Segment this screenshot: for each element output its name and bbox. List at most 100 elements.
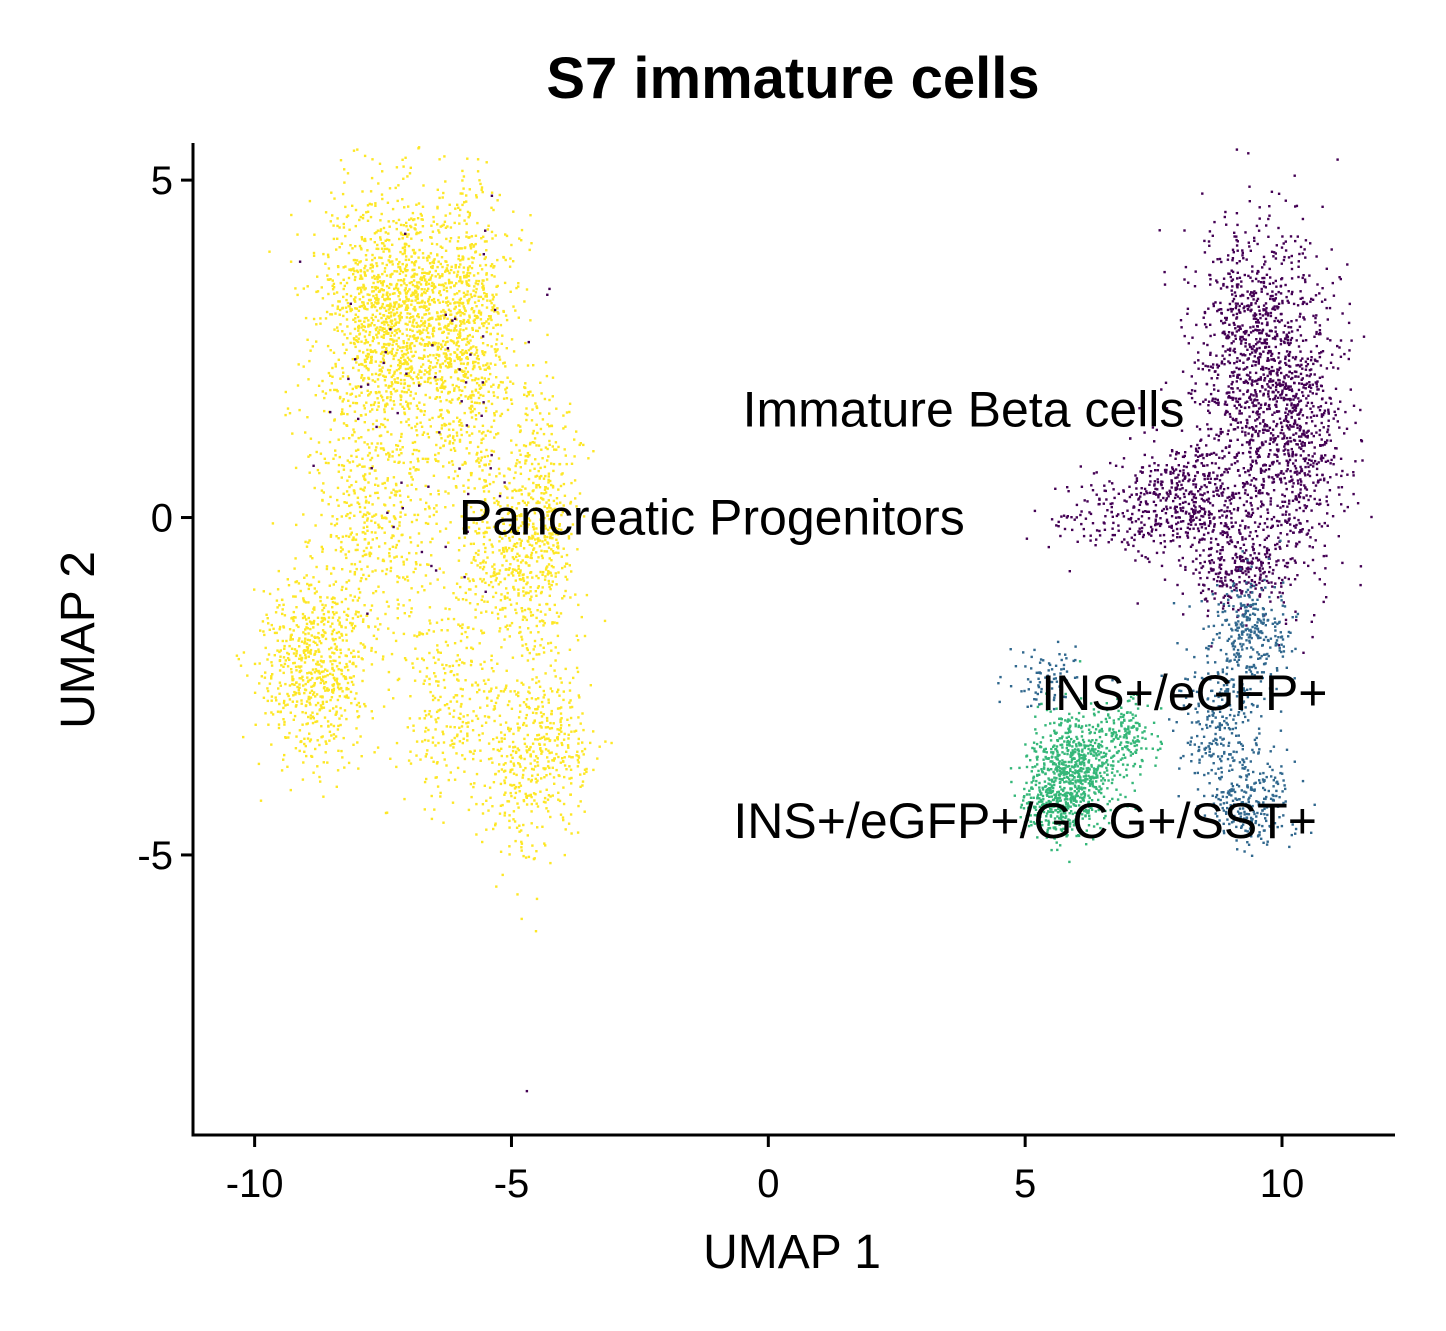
data-point <box>592 730 595 733</box>
data-point <box>448 608 451 611</box>
data-point <box>338 455 341 459</box>
data-point <box>409 359 413 363</box>
data-point <box>343 333 346 336</box>
data-point <box>367 325 370 328</box>
data-point <box>302 513 305 516</box>
data-point <box>562 504 565 507</box>
data-point <box>543 776 546 779</box>
data-point <box>494 822 497 825</box>
data-point <box>448 280 451 284</box>
data-point <box>401 158 404 161</box>
data-point <box>481 383 485 387</box>
data-point <box>454 470 457 473</box>
data-point <box>382 591 385 594</box>
data-point <box>530 556 533 560</box>
data-point <box>362 303 365 307</box>
data-point <box>492 450 496 453</box>
data-point <box>410 611 413 614</box>
data-point <box>302 631 305 634</box>
data-point <box>477 457 480 460</box>
data-point <box>353 327 357 331</box>
data-point <box>466 293 469 296</box>
data-point <box>493 412 496 415</box>
data-point <box>286 703 289 706</box>
data-point <box>525 796 528 799</box>
data-point <box>350 702 353 705</box>
data-point <box>359 215 362 219</box>
data-point <box>352 627 355 630</box>
data-point <box>440 378 444 382</box>
data-point <box>434 372 437 375</box>
data-point <box>452 746 455 749</box>
data-point <box>486 454 489 458</box>
data-point <box>458 389 461 392</box>
data-point <box>410 303 413 306</box>
data-point <box>448 363 451 366</box>
data-point <box>442 308 445 312</box>
data-point <box>569 768 573 771</box>
data-point <box>558 774 561 778</box>
data-point <box>539 644 542 647</box>
data-point <box>425 777 428 781</box>
data-point <box>388 293 392 296</box>
data-point <box>493 570 496 574</box>
data-point <box>392 354 396 358</box>
data-point <box>399 250 402 254</box>
data-point <box>453 284 456 288</box>
data-point <box>576 765 580 768</box>
data-point <box>458 726 461 729</box>
data-point <box>428 515 431 518</box>
data-point <box>458 440 462 443</box>
data-point <box>403 407 406 410</box>
data-point <box>423 271 426 274</box>
data-point <box>431 230 435 233</box>
data-point <box>345 215 349 219</box>
data-point <box>447 308 451 311</box>
data-point <box>440 310 443 313</box>
data-point <box>389 757 392 760</box>
data-point <box>398 521 401 524</box>
data-point <box>467 721 470 724</box>
data-point <box>403 382 406 386</box>
data-point <box>425 280 428 284</box>
data-point <box>327 503 330 506</box>
data-point <box>354 313 357 316</box>
data-point <box>570 705 574 709</box>
data-point <box>573 455 576 458</box>
data-point <box>520 514 523 517</box>
data-point <box>516 679 519 682</box>
data-point <box>353 514 356 517</box>
data-point <box>455 694 459 697</box>
data-point <box>570 570 573 573</box>
data-point <box>355 533 358 536</box>
data-point <box>481 667 484 670</box>
data-point <box>545 788 548 791</box>
data-point <box>341 192 345 196</box>
data-point <box>427 287 430 290</box>
data-point <box>346 375 350 378</box>
data-point <box>405 348 409 352</box>
data-point <box>442 678 446 682</box>
data-point <box>376 280 379 284</box>
data-point <box>1238 409 1241 413</box>
data-point <box>524 856 528 859</box>
data-point <box>401 353 404 357</box>
data-point <box>253 588 256 591</box>
data-point <box>482 364 485 367</box>
data-point <box>509 768 512 772</box>
data-point <box>439 317 442 320</box>
data-point <box>447 541 450 544</box>
data-point <box>270 711 273 714</box>
data-point <box>376 397 379 400</box>
data-point <box>548 439 551 443</box>
data-point <box>288 684 292 687</box>
data-point <box>555 752 558 756</box>
data-point <box>334 454 337 457</box>
data-point <box>474 418 478 421</box>
data-point <box>529 214 532 217</box>
data-point <box>413 262 416 265</box>
data-point <box>497 770 500 773</box>
data-point <box>411 324 414 327</box>
data-point <box>258 682 261 685</box>
data-point <box>480 629 483 632</box>
